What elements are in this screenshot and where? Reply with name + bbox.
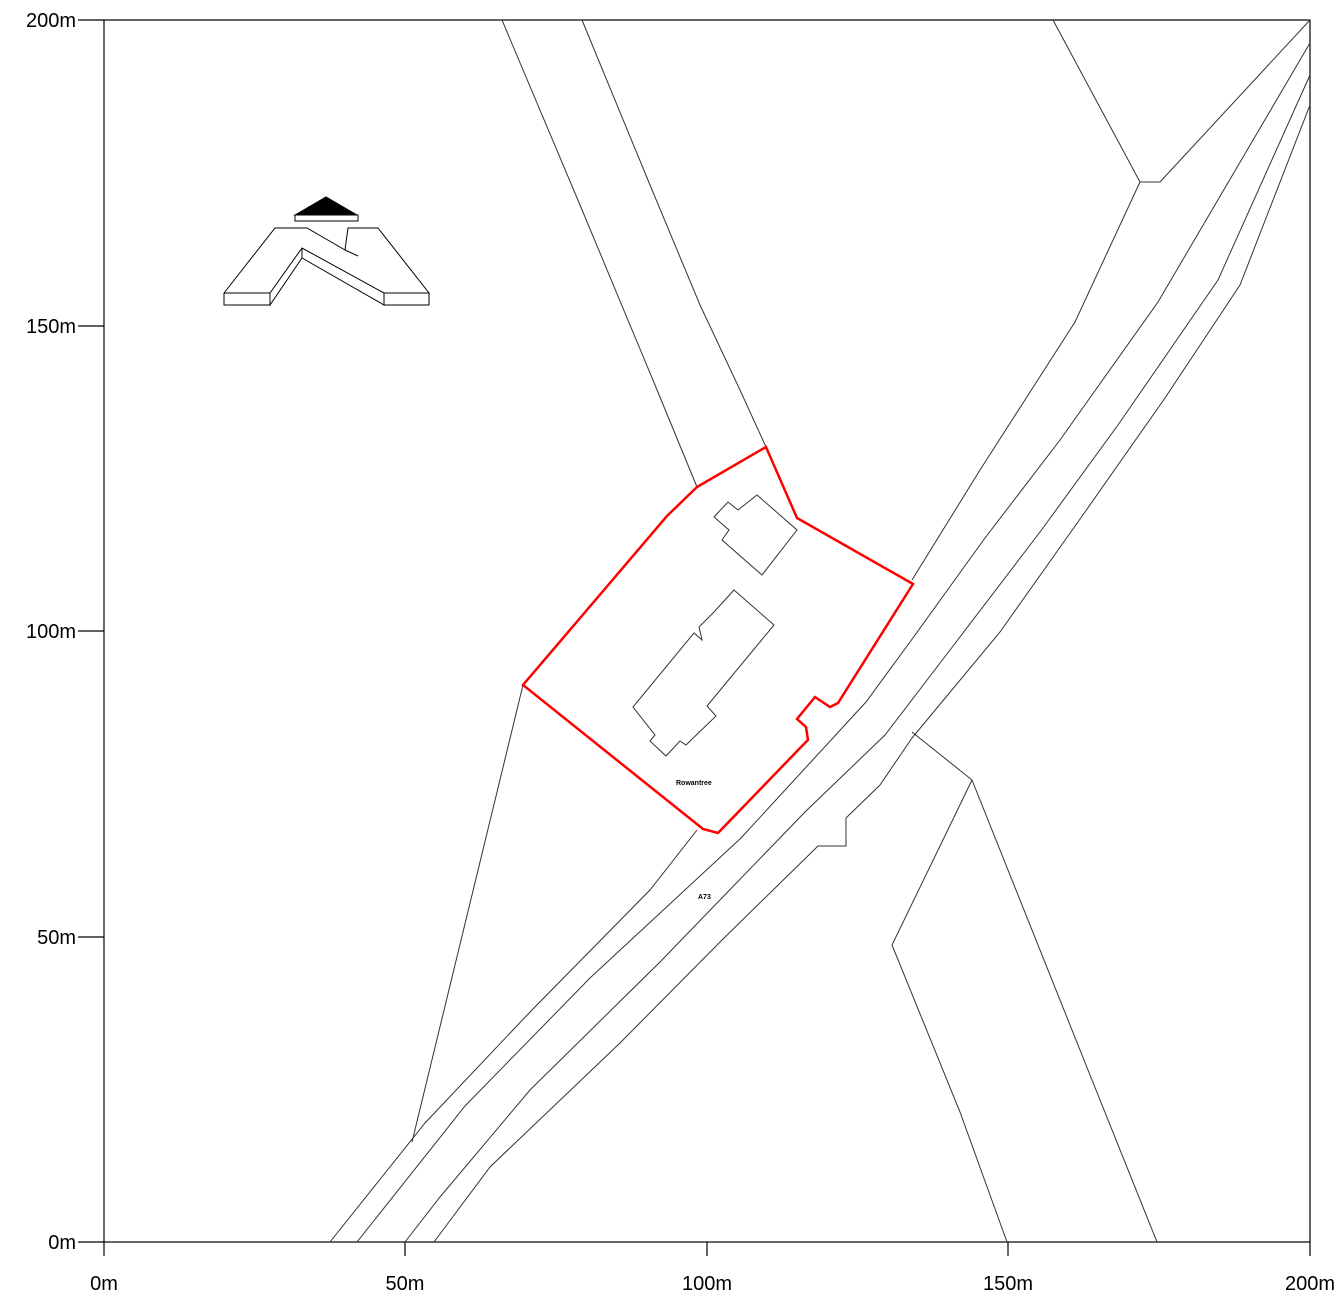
x-tick-label: 150m <box>983 1273 1033 1295</box>
road-edge <box>404 74 1311 1243</box>
road-edge <box>356 42 1311 1243</box>
y-tick-label: 200m <box>26 10 76 32</box>
x-tick-label: 100m <box>682 1273 732 1295</box>
y-axis: 0m 50m 100m 150m 200m <box>26 10 104 1254</box>
y-tick-label: 0m <box>48 1232 76 1254</box>
road-edge <box>329 829 698 1243</box>
north-arrow-bar <box>294 214 359 222</box>
y-tick-label: 150m <box>26 316 76 338</box>
building-outline <box>713 494 798 576</box>
north-arrow-body-edge <box>384 293 430 306</box>
road-label: A73 <box>698 894 711 901</box>
road-edge <box>433 737 913 1243</box>
north-arrow-head <box>293 196 359 216</box>
field-boundary <box>501 19 698 488</box>
field-boundary <box>1052 19 1311 183</box>
north-arrow-body <box>223 227 431 294</box>
field-boundary <box>891 779 1008 1243</box>
field-boundary <box>911 181 1141 581</box>
x-tick-label: 0m <box>90 1273 118 1295</box>
building-outline <box>632 589 775 757</box>
property-label: Rowantree <box>676 780 712 787</box>
x-tick-label: 50m <box>386 1273 425 1295</box>
north-arrow-fold <box>344 249 359 257</box>
field-boundary <box>581 19 767 448</box>
x-tick-label: 200m <box>1285 1273 1335 1295</box>
y-tick-label: 50m <box>37 927 76 949</box>
field-boundary <box>411 684 524 1143</box>
field-boundary <box>911 731 1158 1243</box>
x-axis: 0m 50m 100m 150m 200m <box>90 1242 1335 1295</box>
site-boundary <box>521 445 915 835</box>
base-map-lines <box>329 19 1311 1243</box>
north-arrow-icon <box>223 196 431 307</box>
y-tick-label: 100m <box>26 621 76 643</box>
north-arrow-body-edge <box>223 293 270 306</box>
buildings <box>632 494 798 757</box>
road-edge <box>911 104 1311 739</box>
